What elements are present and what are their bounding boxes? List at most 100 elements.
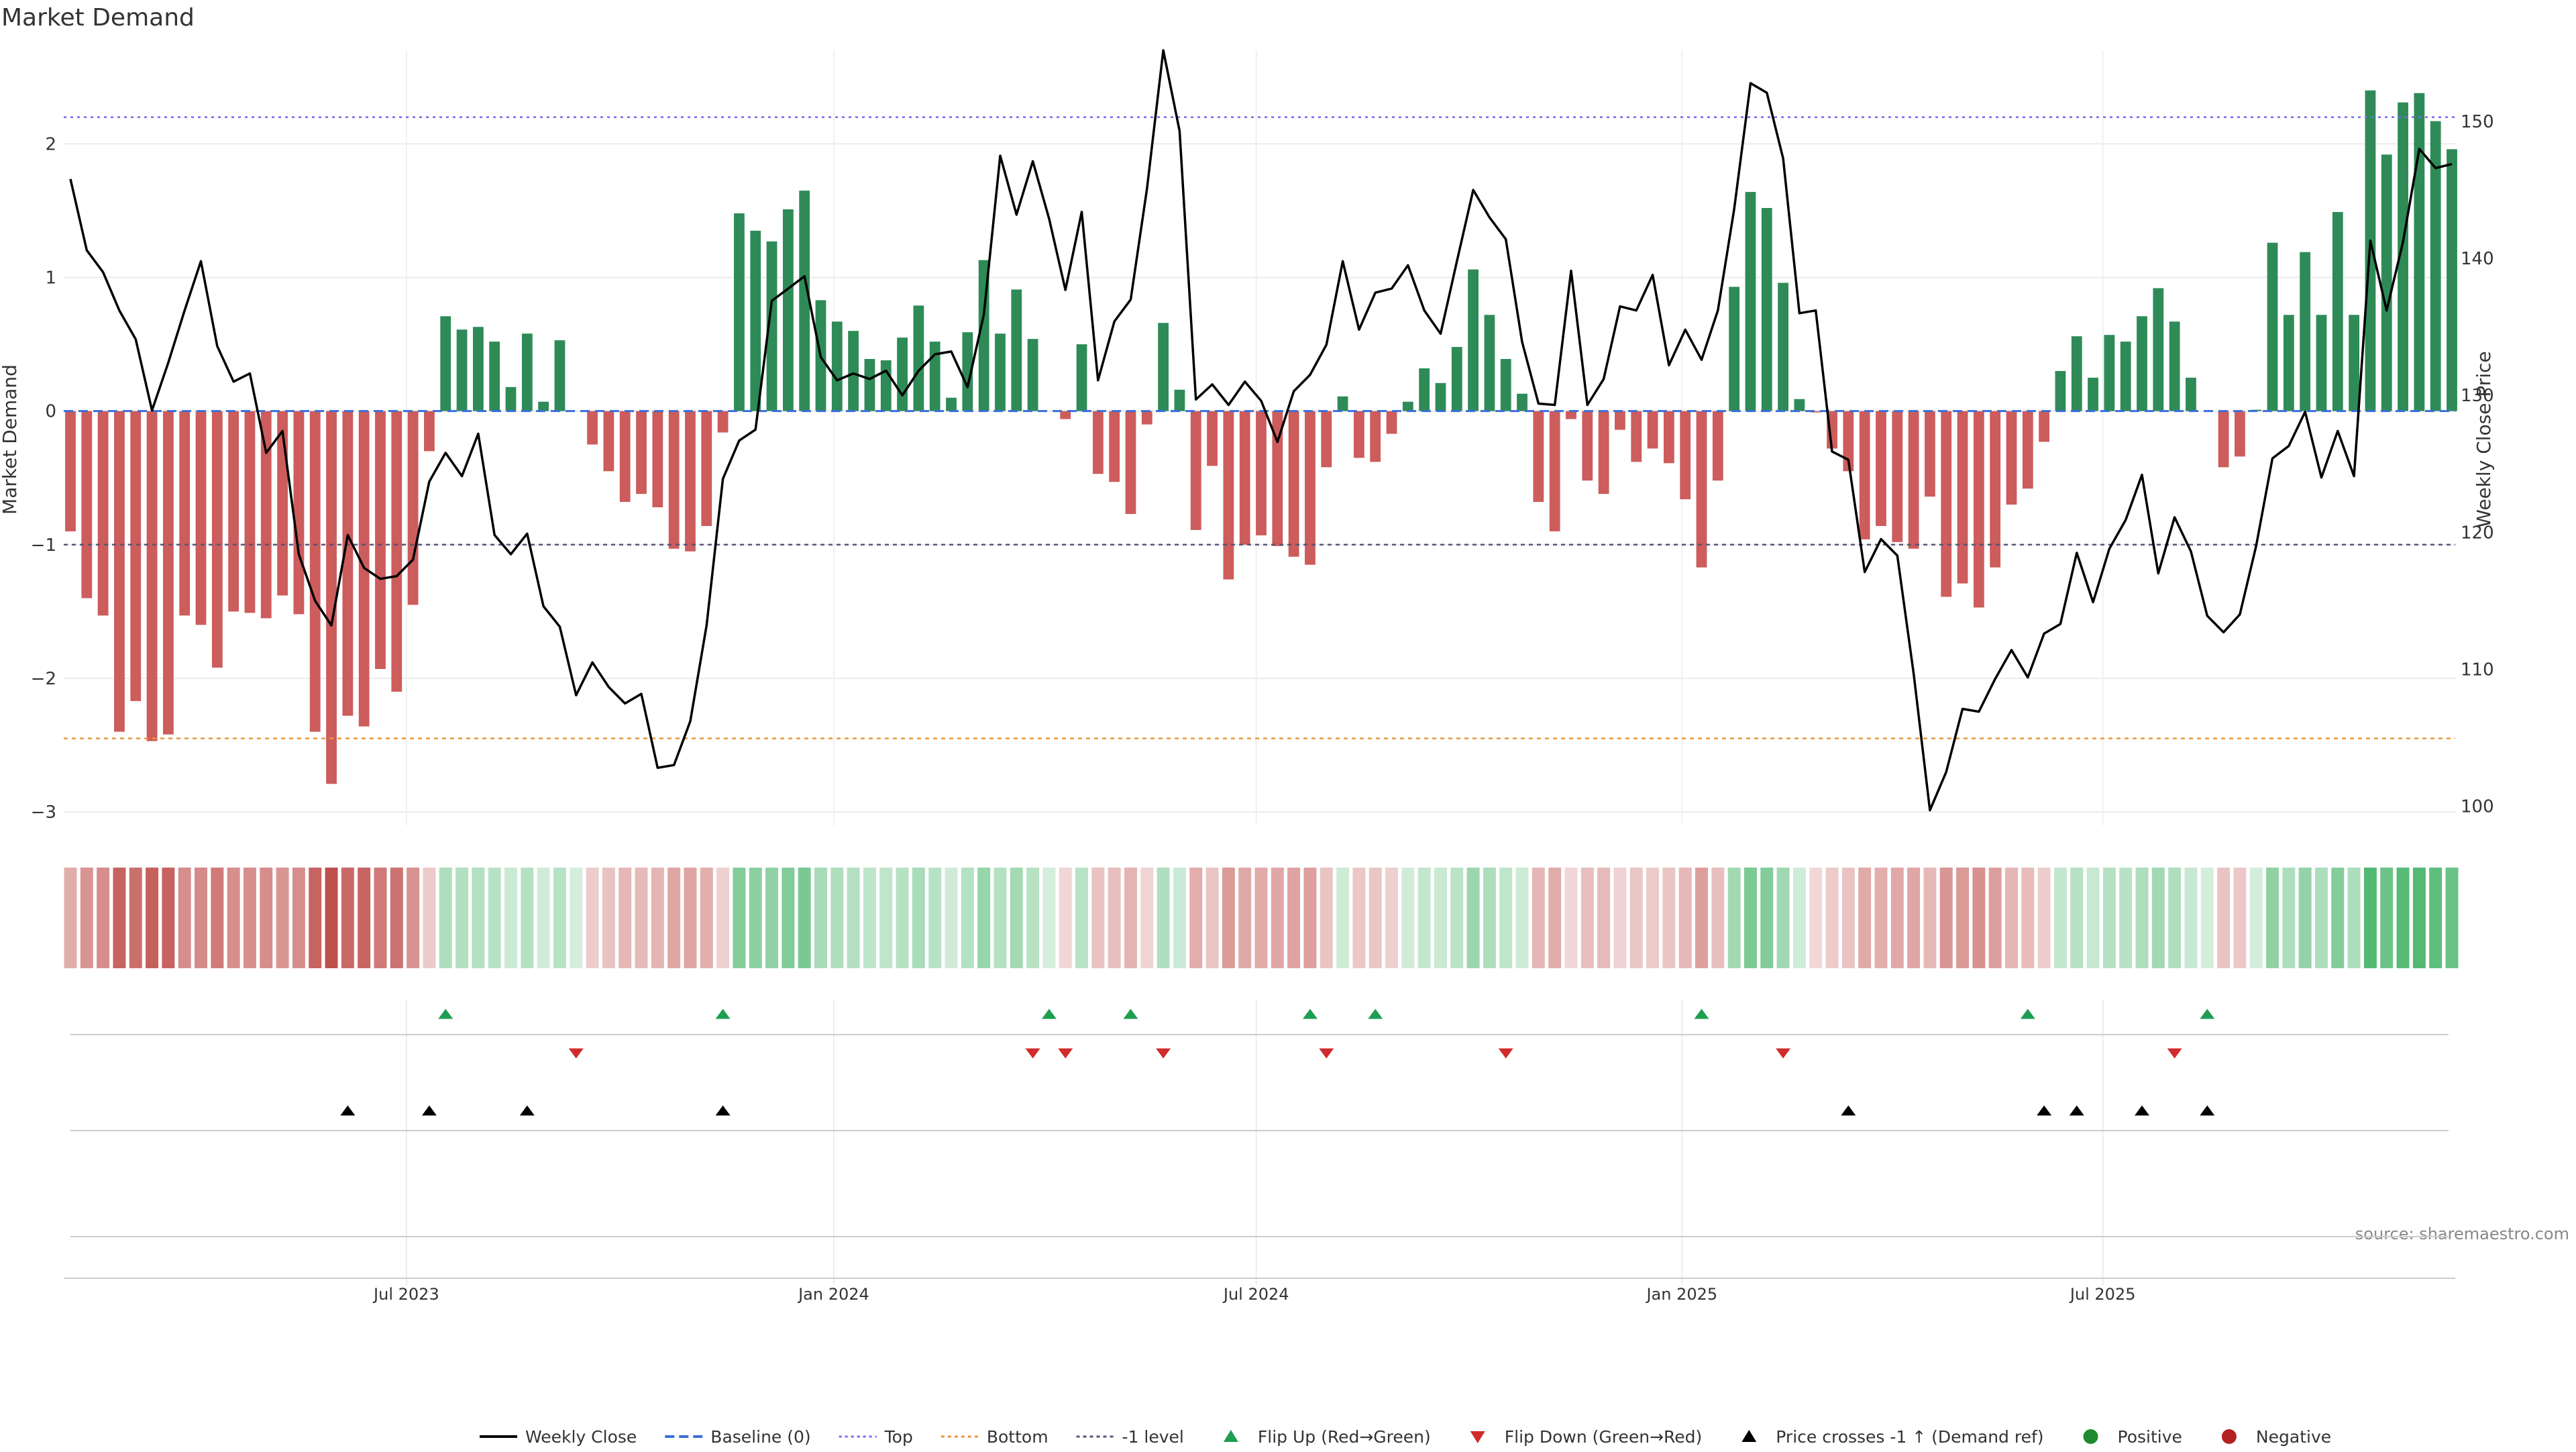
legend-label: Price crosses -1 ↑ (Demand ref)	[1776, 1427, 2043, 1447]
positive-bar	[1761, 207, 1772, 411]
y-right-tick-label: 130	[2461, 386, 2494, 406]
positive-bar	[766, 241, 777, 411]
negative-bar	[211, 411, 223, 668]
heat-strip-cell	[2021, 868, 2035, 968]
heat-strip-cell	[602, 868, 615, 968]
negative-bar	[1712, 411, 1723, 481]
flip-down-marker	[1156, 1048, 1171, 1059]
negative-bar	[309, 411, 321, 732]
positive-bar	[799, 191, 810, 411]
legend-label: -1 level	[1122, 1427, 1184, 1447]
heat-strip-cell	[1254, 868, 1268, 968]
legend-swatch-price-cross	[1741, 1430, 1757, 1442]
heat-strip-cell	[2429, 868, 2443, 968]
heat-strip-cell	[1874, 868, 1888, 968]
positive-bar	[1729, 287, 1740, 411]
heat-strip-cell	[1368, 868, 1382, 968]
negative-bar	[162, 411, 174, 735]
positive-bar	[848, 331, 859, 411]
heat-strip-cell	[2233, 868, 2247, 968]
flip-down-marker	[2167, 1048, 2182, 1059]
flip-up-marker	[2200, 1008, 2215, 1019]
heat-strip-cell	[667, 868, 681, 968]
negative-bar	[293, 411, 305, 615]
legend-label: Weekly Close	[525, 1427, 637, 1447]
positive-bar	[1451, 347, 1462, 411]
positive-bar	[2300, 252, 2311, 411]
heat-strip-cell	[2396, 868, 2410, 968]
negative-bar	[326, 411, 337, 784]
negative-bar	[228, 411, 239, 612]
heat-strip-cell	[2217, 868, 2231, 968]
negative-bar	[179, 411, 191, 616]
heat-strip-cell	[488, 868, 501, 968]
positive-bar	[1500, 359, 1511, 411]
positive-bar	[489, 342, 500, 411]
legend-label: Flip Up (Red→Green)	[1258, 1427, 1431, 1447]
heat-strip-cell	[1466, 868, 1480, 968]
heat-strip-cell	[1189, 868, 1203, 968]
negative-bar	[668, 411, 680, 549]
heat-strip-cell	[211, 868, 224, 968]
heat-strip-cell	[2282, 868, 2296, 968]
heat-strip-cell	[896, 868, 909, 968]
heat-strip-cell	[863, 868, 876, 968]
heat-strip-cell	[341, 868, 354, 968]
negative-bar	[1615, 411, 1625, 430]
heat-strip-cell	[407, 868, 420, 968]
negative-bar	[407, 411, 419, 605]
heat-strip-cell	[1417, 868, 1431, 968]
heat-strip-cell	[553, 868, 566, 968]
negative-bar	[685, 411, 696, 552]
heat-strip-cell	[1010, 868, 1023, 968]
heat-strip-cell	[325, 868, 338, 968]
positive-bar	[782, 209, 794, 411]
heat-strip-cell	[423, 868, 436, 968]
negative-bar	[1370, 411, 1381, 462]
negative-bar	[1321, 411, 1332, 468]
y-right-tick-label: 110	[2461, 660, 2494, 680]
heat-strip-cell	[651, 868, 664, 968]
positive-bar	[2283, 315, 2294, 411]
negative-bar	[2022, 411, 2033, 489]
heat-strip-cell	[1858, 868, 1872, 968]
negative-bar	[1876, 411, 1886, 526]
y-right-tick-label: 150	[2461, 112, 2494, 132]
negative-bar	[342, 411, 354, 716]
heat-strip-cell	[1287, 868, 1301, 968]
heat-strip-cell	[1776, 868, 1790, 968]
heat-strip-cell	[243, 868, 256, 968]
positive-bar	[962, 332, 973, 411]
negative-bar	[701, 411, 712, 526]
heat-strip-cell	[2102, 868, 2116, 968]
y-right-tick-label: 140	[2461, 249, 2494, 269]
heat-strip-cell	[2200, 868, 2214, 968]
positive-bar	[1435, 382, 1446, 411]
heat-strip-cell	[276, 868, 289, 968]
negative-bar	[1598, 411, 1609, 495]
x-tick-label: Jul 2025	[2069, 1285, 2136, 1304]
heat-strip-cell	[1091, 868, 1105, 968]
heat-strip-cell	[2314, 868, 2328, 968]
negative-bar	[1239, 411, 1250, 545]
heat-strip-cell	[2151, 868, 2165, 968]
heat-strip-cell	[1238, 868, 1252, 968]
price-cross-marker	[2037, 1105, 2052, 1116]
positive-bar	[1174, 389, 1185, 411]
negative-bar	[1141, 411, 1152, 425]
heat-strip-cell	[1890, 868, 1904, 968]
negative-bar	[195, 411, 207, 625]
x-tick-label: Jul 2023	[372, 1285, 439, 1304]
negative-bar	[1305, 411, 1316, 565]
heat-strip-cell	[1385, 868, 1399, 968]
price-cross-marker	[1841, 1105, 1856, 1116]
heat-strip-cell	[129, 868, 142, 968]
heat-strip-cell	[227, 868, 240, 968]
positive-bar	[880, 360, 892, 411]
flip-up-marker	[1302, 1008, 1318, 1019]
negative-bar	[1925, 411, 1935, 497]
price-cross-marker	[2069, 1105, 2084, 1116]
heat-strip-cell	[2070, 868, 2084, 968]
positive-bar	[897, 338, 908, 411]
flip-down-marker	[1776, 1048, 1791, 1059]
